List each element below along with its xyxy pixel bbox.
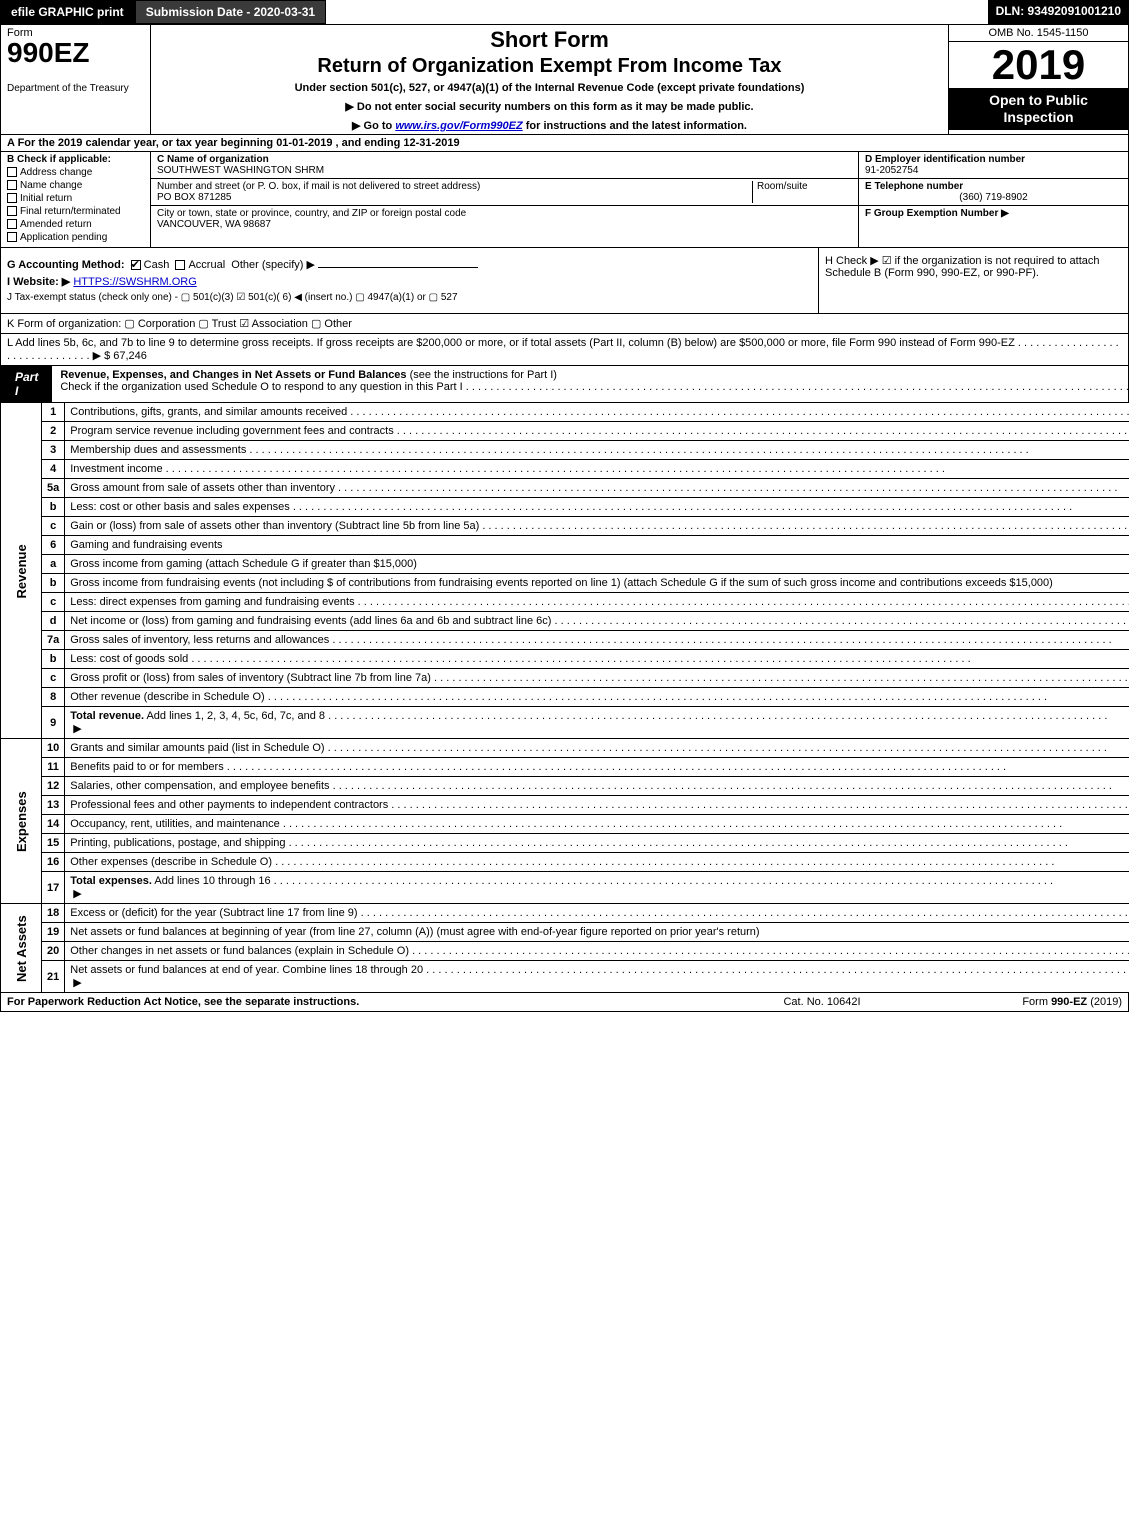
line-21-desc: Net assets or fund balances at end of ye…	[65, 961, 1129, 993]
part1-label: Part I	[1, 366, 52, 402]
line-18-desc: Excess or (deficit) for the year (Subtra…	[65, 904, 1129, 923]
c-addr-label: Number and street (or P. O. box, if mail…	[157, 181, 480, 192]
open-to-public: Open to Public Inspection	[949, 88, 1128, 130]
part1-header: Part I Revenue, Expenses, and Changes in…	[0, 366, 1129, 403]
gh-block: G Accounting Method: Cash Accrual Other …	[0, 248, 1129, 314]
line-14-desc: Occupancy, rent, utilities, and maintena…	[65, 815, 1129, 834]
form-number: 990EZ	[7, 39, 144, 67]
section-def: D Employer identification number 91-2052…	[858, 152, 1128, 247]
line-5a-desc: Gross amount from sale of assets other t…	[65, 479, 1129, 498]
goto-line: ▶ Go to www.irs.gov/Form990EZ for instru…	[157, 119, 942, 132]
line-a: A For the 2019 calendar year, or tax yea…	[0, 135, 1129, 152]
group-exemption-label: F Group Exemption Number ▶	[865, 208, 1122, 219]
line-3-desc: Membership dues and assessments	[65, 441, 1129, 460]
section-g: G Accounting Method: Cash Accrual Other …	[1, 248, 818, 313]
under-section: Under section 501(c), 527, or 4947(a)(1)…	[157, 82, 942, 94]
line-6a-desc: Gross income from gaming (attach Schedul…	[65, 555, 1129, 574]
c-name-label: C Name of organization	[157, 154, 269, 165]
ssn-warning: ▶ Do not enter social security numbers o…	[157, 100, 942, 113]
part1-table: Revenue 1 Contributions, gifts, grants, …	[0, 403, 1129, 993]
room-suite-label: Room/suite	[752, 181, 852, 203]
submission-date: Submission Date - 2020-03-31	[135, 0, 326, 24]
tax-year: 2019	[949, 42, 1128, 88]
chk-initial-return[interactable]: Initial return	[7, 193, 144, 204]
header-center: Short Form Return of Organization Exempt…	[151, 25, 948, 134]
ein-value: 91-2052754	[865, 165, 1122, 176]
line-16-desc: Other expenses (describe in Schedule O)	[65, 853, 1129, 872]
phone-value: (360) 719-8902	[865, 192, 1122, 203]
website-link[interactable]: HTTPS://SWSHRM.ORG	[73, 276, 196, 288]
bcd-block: B Check if applicable: Address change Na…	[0, 152, 1129, 248]
line-11-desc: Benefits paid to or for members	[65, 758, 1129, 777]
org-city: VANCOUVER, WA 98687	[157, 219, 271, 230]
line-6c-desc: Less: direct expenses from gaming and fu…	[65, 593, 1129, 612]
chk-pending[interactable]: Application pending	[7, 232, 144, 243]
line-17-desc: Total expenses. Add lines 10 through 16 …	[65, 872, 1129, 904]
chk-address-change[interactable]: Address change	[7, 167, 144, 178]
chk-final-return[interactable]: Final return/terminated	[7, 206, 144, 217]
paperwork-notice: For Paperwork Reduction Act Notice, see …	[7, 996, 722, 1008]
cat-number: Cat. No. 10642I	[722, 996, 922, 1008]
netassets-side-label: Net Assets	[1, 904, 42, 993]
line-13-desc: Professional fees and other payments to …	[65, 796, 1129, 815]
header-left: Form 990EZ Department of the Treasury	[1, 25, 151, 134]
line-j: J Tax-exempt status (check only one) - ▢…	[7, 292, 812, 303]
header-right: OMB No. 1545-1150 2019 Open to Public In…	[948, 25, 1128, 134]
efile-print-button[interactable]: efile GRAPHIC print	[0, 0, 135, 24]
revenue-side-label: Revenue	[1, 403, 42, 739]
chk-amended[interactable]: Amended return	[7, 219, 144, 230]
line-5c-desc: Gain or (loss) from sale of assets other…	[65, 517, 1129, 536]
part1-title: Revenue, Expenses, and Changes in Net As…	[52, 366, 1129, 402]
page-footer: For Paperwork Reduction Act Notice, see …	[0, 993, 1129, 1012]
org-name: SOUTHWEST WASHINGTON SHRM	[157, 165, 324, 176]
return-title: Return of Organization Exempt From Incom…	[157, 55, 942, 78]
line-7b-desc: Less: cost of goods sold	[65, 650, 1129, 669]
line-7c-desc: Gross profit or (loss) from sales of inv…	[65, 669, 1129, 688]
website-label: I Website: ▶	[7, 276, 70, 288]
short-form-title: Short Form	[157, 27, 942, 53]
line-6-desc: Gaming and fundraising events	[65, 536, 1129, 555]
line-5b-desc: Less: cost or other basis and sales expe…	[65, 498, 1129, 517]
line-6b-desc: Gross income from fundraising events (no…	[65, 574, 1129, 593]
irs-link[interactable]: www.irs.gov/Form990EZ	[395, 120, 522, 132]
chk-name-change[interactable]: Name change	[7, 180, 144, 191]
line-1-desc: Contributions, gifts, grants, and simila…	[65, 403, 1129, 422]
section-c: C Name of organization SOUTHWEST WASHING…	[151, 152, 858, 247]
line-7a-desc: Gross sales of inventory, less returns a…	[65, 631, 1129, 650]
chk-accrual[interactable]	[175, 260, 185, 270]
c-city-label: City or town, state or province, country…	[157, 208, 466, 219]
line-15-desc: Printing, publications, postage, and shi…	[65, 834, 1129, 853]
org-address: PO BOX 871285	[157, 192, 232, 203]
department: Department of the Treasury	[7, 83, 144, 94]
form-ref: Form 990-EZ (2019)	[922, 996, 1122, 1008]
top-bar: efile GRAPHIC print Submission Date - 20…	[0, 0, 1129, 25]
ein-label: D Employer identification number	[865, 154, 1122, 165]
line-8-desc: Other revenue (describe in Schedule O)	[65, 688, 1129, 707]
line-9-desc: Total revenue. Add lines 1, 2, 3, 4, 5c,…	[65, 707, 1129, 739]
line-k: K Form of organization: ▢ Corporation ▢ …	[0, 314, 1129, 334]
phone-label: E Telephone number	[865, 181, 1122, 192]
line-20-desc: Other changes in net assets or fund bala…	[65, 942, 1129, 961]
line-12-desc: Salaries, other compensation, and employ…	[65, 777, 1129, 796]
line-2-desc: Program service revenue including govern…	[65, 422, 1129, 441]
line-6d-desc: Net income or (loss) from gaming and fun…	[65, 612, 1129, 631]
chk-cash[interactable]	[131, 260, 141, 270]
line-4-desc: Investment income	[65, 460, 1129, 479]
dln: DLN: 93492091001210	[988, 0, 1129, 24]
line-19-desc: Net assets or fund balances at beginning…	[65, 923, 1129, 942]
form-header: Form 990EZ Department of the Treasury Sh…	[0, 25, 1129, 135]
b-header: B Check if applicable:	[7, 154, 144, 165]
section-b: B Check if applicable: Address change Na…	[1, 152, 151, 247]
section-h: H Check ▶ ☑ if the organization is not r…	[818, 248, 1128, 313]
accounting-method-label: G Accounting Method:	[7, 259, 125, 271]
omb-number: OMB No. 1545-1150	[949, 25, 1128, 42]
expenses-side-label: Expenses	[1, 739, 42, 904]
line-l: L Add lines 5b, 6c, and 7b to line 9 to …	[0, 334, 1129, 366]
line-10-desc: Grants and similar amounts paid (list in…	[65, 739, 1129, 758]
